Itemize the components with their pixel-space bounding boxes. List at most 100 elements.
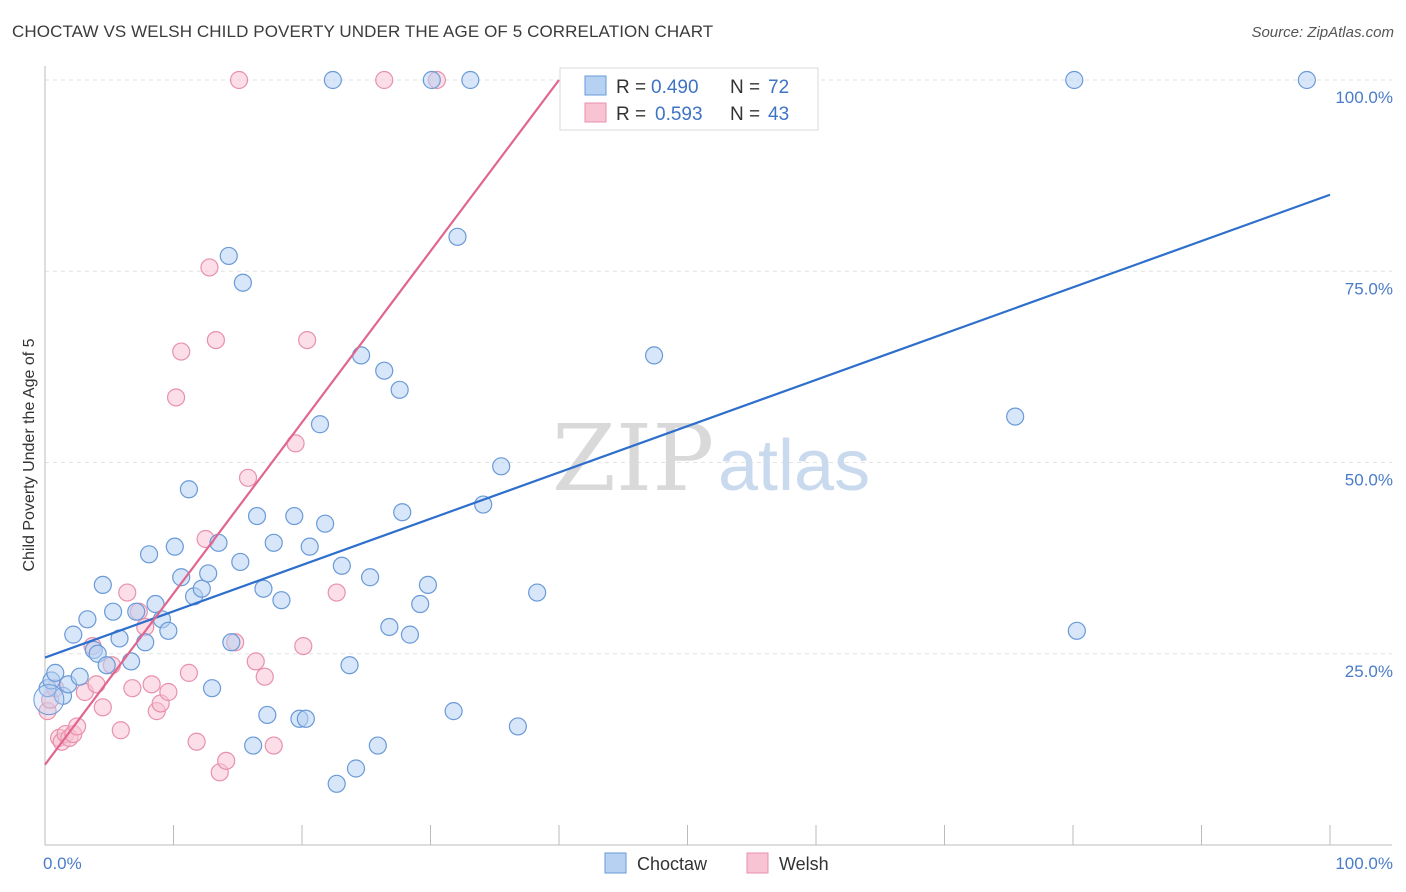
choctaw-point-39	[285, 506, 304, 526]
choctaw-point-30	[222, 633, 241, 652]
choctaw-point-60	[448, 227, 467, 246]
choctaw-point-25	[192, 579, 211, 598]
watermark-atlas: atlas	[718, 426, 870, 506]
welsh-point-28	[200, 258, 219, 277]
choctaw-point-41	[296, 709, 315, 728]
welsh-point-19	[142, 675, 161, 694]
watermark: ZIP atlas	[552, 405, 870, 512]
choctaw-point-72	[1297, 70, 1316, 90]
x-tick-label-0: 0.0%	[43, 854, 82, 873]
legend-n-value-welsh: 43	[768, 104, 789, 125]
choctaw-point-11	[97, 656, 116, 675]
choctaw-point-2	[46, 663, 65, 682]
choctaw-point-20	[159, 621, 178, 640]
tick-labels: 25.0% 50.0% 75.0% 100.0% 0.0% 100.0%	[43, 88, 1393, 873]
choctaw-point-59	[444, 702, 463, 721]
welsh-point-12	[93, 698, 112, 717]
choctaw-point-65	[644, 346, 664, 365]
grid-lines	[45, 79, 1392, 655]
choctaw-point-15	[127, 602, 146, 621]
welsh-point-42	[375, 70, 394, 90]
welsh-point-23	[166, 388, 186, 407]
choctaw-point-16	[136, 633, 155, 652]
choctaw-point-27	[202, 679, 222, 698]
bottom-legend-swatch-choctaw	[604, 852, 627, 874]
choctaw-point-34	[247, 506, 267, 526]
choctaw-point-66	[1006, 407, 1025, 426]
choctaw-point-33	[244, 736, 263, 755]
choctaw-point-58	[418, 575, 438, 595]
choctaw-point-36	[258, 705, 277, 725]
bottom-legend: Choctaw Welsh	[604, 852, 829, 874]
choctaw-point-63	[508, 717, 527, 736]
y-tick-label-75: 75.0%	[1345, 279, 1393, 298]
legend-r-label-choctaw: R =	[616, 77, 646, 98]
choctaw-point-6	[70, 667, 89, 686]
welsh-point-36	[264, 736, 283, 755]
welsh-point-39	[298, 331, 317, 350]
welsh-point-15	[118, 583, 137, 602]
welsh-points	[38, 70, 447, 782]
choctaw-point-69	[422, 70, 441, 90]
choctaw-point-57	[411, 594, 430, 614]
welsh-point-38	[294, 636, 313, 656]
trendlines	[44, 79, 1331, 766]
welsh-point-29	[206, 331, 226, 350]
welsh-point-31	[217, 751, 236, 770]
choctaw-point-38	[272, 591, 291, 610]
choctaw-point-44	[316, 514, 335, 533]
choctaw-point-10	[93, 575, 112, 595]
bottom-legend-label-welsh: Welsh	[779, 854, 829, 874]
choctaw-point-29	[219, 246, 238, 266]
choctaw-point-51	[368, 736, 387, 755]
choctaw-point-18	[146, 594, 165, 614]
choctaw-point-31	[231, 552, 250, 572]
welsh-point-25	[179, 663, 199, 682]
choctaw-cluster-point	[33, 684, 65, 716]
legend-swatch-choctaw	[584, 75, 607, 96]
welsh-point-11	[87, 675, 106, 694]
legend-r-value-choctaw: 0.490	[651, 77, 699, 98]
choctaw-point-22	[172, 568, 191, 587]
choctaw-point-70	[461, 70, 480, 90]
bottom-legend-label-choctaw: Choctaw	[637, 854, 708, 874]
choctaw-point-45	[327, 774, 346, 793]
top-legend: R = 0.490 N = 72 R = 0.593 N = 43	[559, 67, 819, 131]
choctaw-point-47	[340, 656, 359, 675]
bottom-legend-swatch-welsh	[746, 852, 769, 874]
welsh-point-24	[172, 342, 191, 361]
choctaw-point-56	[400, 625, 420, 644]
choctaw-point-50	[361, 568, 380, 587]
choctaw-point-54	[390, 380, 409, 399]
choctaw-point-71	[1065, 70, 1084, 90]
welsh-point-40	[327, 583, 346, 602]
choctaw-point-21	[165, 537, 184, 556]
legend-n-value-choctaw: 72	[768, 77, 789, 98]
legend-swatch-welsh	[584, 102, 607, 123]
axes	[44, 66, 1392, 846]
welsh-point-22	[159, 682, 178, 702]
welsh-point-16	[123, 679, 142, 698]
choctaw-point-35	[254, 579, 273, 598]
choctaw-point-52	[375, 361, 394, 380]
chart-title: CHOCTAW VS WELSH CHILD POVERTY UNDER THE…	[12, 22, 714, 41]
choctaw-point-32	[233, 273, 252, 292]
welsh-point-8	[68, 717, 87, 736]
choctaw-point-5	[64, 625, 83, 644]
welsh-trendline	[44, 79, 560, 766]
choctaw-point-12	[104, 602, 123, 621]
choctaw-point-53	[380, 617, 399, 637]
welsh-point-14	[111, 721, 130, 740]
choctaw-point-23	[179, 480, 199, 499]
y-axis-title: Child Poverty Under the Age of 5	[21, 338, 38, 571]
choctaw-point-17	[139, 545, 159, 564]
x-tick-label-100: 100.0%	[1335, 854, 1393, 873]
welsh-point-26	[187, 732, 206, 751]
choctaw-point-49	[352, 346, 371, 365]
welsh-point-34	[246, 652, 265, 671]
choctaw-point-46	[332, 556, 351, 575]
legend-n-label-welsh: N =	[730, 104, 760, 125]
legend-r-label-welsh: R =	[616, 104, 646, 125]
choctaw-point-42	[300, 537, 319, 556]
choctaw-point-64	[528, 583, 547, 602]
